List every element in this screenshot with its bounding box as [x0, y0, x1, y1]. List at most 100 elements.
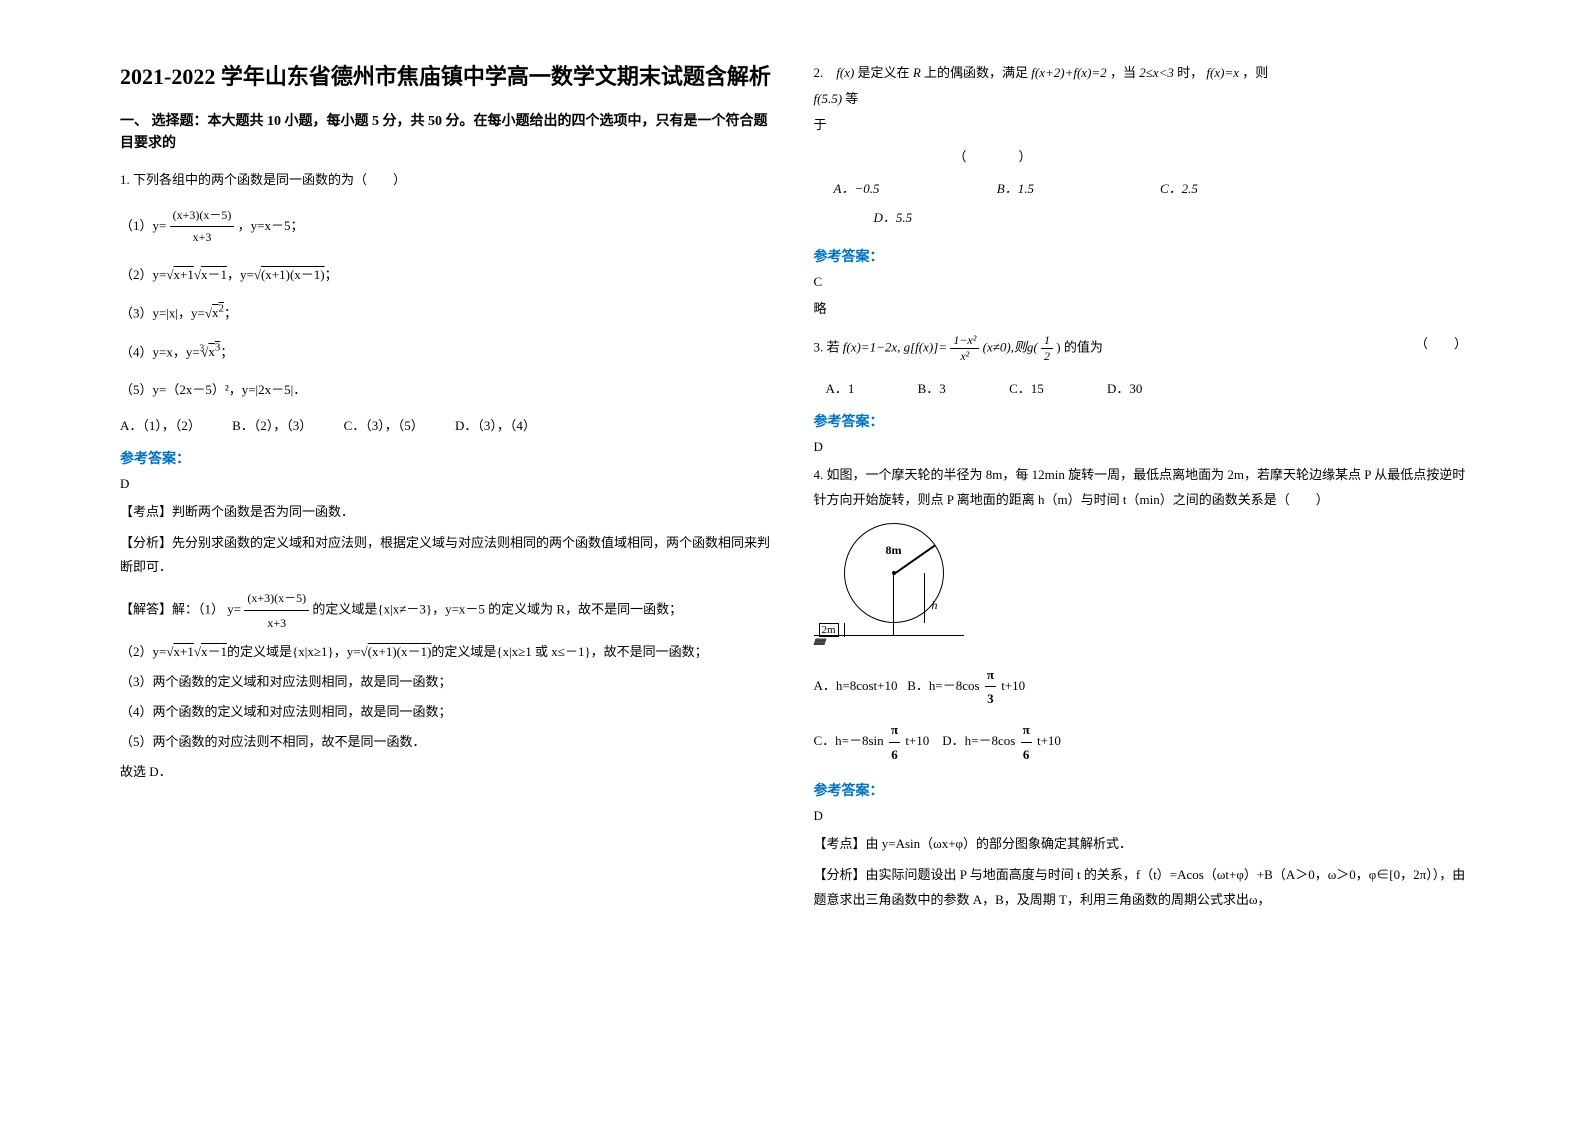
q3-den: x² — [950, 349, 979, 364]
q4-optB-suf: t+10 — [1001, 677, 1025, 692]
q1-stem: 1. 下列各组中的两个函数是同一函数的为（ ） — [120, 170, 774, 191]
q4-stem: 4. 如图，一个摩天轮的半径为 8m，每 12min 旋转一周，最低点离地面为 … — [814, 463, 1468, 512]
q2-fx: f(x) — [836, 65, 854, 80]
q4-optC-pre: C．h=－8sin — [814, 733, 884, 748]
q4-optB-pifrac: π 3 — [985, 663, 996, 711]
q4-optD-pre: D．h=－8cos — [942, 733, 1015, 748]
label-8m: 8m — [886, 543, 902, 558]
q2-k: f(5.5) — [814, 91, 843, 106]
q4-answer: D — [814, 808, 1468, 824]
section-header: 一、 选择题：本大题共 10 小题，每小题 5 分，共 50 分。在每小题给出的… — [120, 111, 774, 156]
j2-c: 的定义域是{x|x≥1 或 x≤－1}，故不是同一函数； — [431, 644, 707, 659]
q3-optD: D．30 — [1107, 381, 1142, 396]
q1-jieda-3: （3）两个函数的定义域和对应法则相同，故是同一函数； — [120, 669, 774, 695]
q4-optC-pifrac: π 6 — [889, 718, 900, 766]
frac-den-j1: x+3 — [244, 611, 309, 635]
q4-figure: 8m h 2m ////////////////////// — [814, 523, 964, 653]
q2-m: 于 — [814, 117, 827, 132]
q3-frac: 1−x² x² — [950, 333, 979, 364]
q1-part3: （3）y=|x|，y=√x2； — [120, 300, 774, 325]
q1-p1-prefix: （1）y= — [120, 218, 170, 233]
q4-optD-pifrac: π 6 — [1021, 718, 1032, 766]
q3-prefix: 3. 若 — [814, 340, 840, 355]
q2-b: 是定义在 — [858, 65, 910, 80]
q1-p2-end: ； — [325, 267, 338, 282]
frac-num: (x+3)(x－5) — [170, 205, 235, 228]
q2-optA: A．−0.5 — [834, 175, 994, 204]
jieda-1-prefix: y= — [227, 602, 241, 617]
q4-kaodian: 【考点】由 y=Asin（ωx+φ）的部分图象确定其解析式． — [814, 832, 1468, 857]
q2-optD: D．5.5 — [874, 204, 1034, 233]
q4-answer-label: 参考答案： — [814, 780, 1468, 800]
q1-p3-a: （3）y=|x|，y= — [120, 305, 205, 320]
q2-paren: （ ） — [954, 146, 1468, 165]
q1-part4: （4）y=x，y=3√x3； — [120, 339, 774, 364]
q1-jieda-5: （5）两个函数的对应法则不相同，故不是同一函数． — [120, 729, 774, 755]
j2-sq1a: x+1 — [173, 644, 193, 659]
q1-optD: D．（3），（4） — [455, 418, 536, 433]
label-h: h — [932, 598, 938, 613]
q3-stem: 3. 若 f(x)=1−2x, g[f(x)]= 1−x² x² (x≠0),则… — [814, 333, 1468, 364]
q4-optC-suf: t+10 — [905, 733, 929, 748]
q3-answer-label: 参考答案： — [814, 411, 1468, 431]
q2-options: A．−0.5 B．1.5 C．2.5 D．5.5 — [834, 175, 1468, 232]
sqrt-b: x－1 — [201, 267, 227, 282]
q2-optC: C．2.5 — [1160, 175, 1240, 204]
q3-optC: C．15 — [1009, 381, 1044, 396]
q1-jieda-1: 【解答】解：（1） y= (x+3)(x－5) x+3 的定义域是{x|x≠－3… — [120, 586, 774, 635]
q1-jieda-end: 故选 D． — [120, 759, 774, 785]
pi-num-c: π — [889, 718, 900, 742]
q1-optA: A．（1），（2） — [120, 418, 201, 433]
q4-optD-suf: t+10 — [1037, 733, 1061, 748]
q2-answer: C — [814, 274, 1468, 290]
q3-formula: f(x)=1−2x, g[f(x)]= — [843, 340, 947, 355]
ground-icon: ////////////////////// — [814, 635, 964, 645]
sqrt-c: (x+1)(x－1) — [261, 267, 325, 282]
q1-p1-suffix: ，y=x－5； — [238, 218, 304, 233]
q4-optA: A．h=8cost+10 — [814, 677, 898, 692]
q1-optB: B．（2），（3） — [232, 418, 312, 433]
ground-line-icon — [814, 635, 964, 637]
q2-answer-label: 参考答案： — [814, 246, 1468, 266]
q1-p4-end: ； — [220, 344, 233, 359]
exam-title: 2021-2022 学年山东省德州市焦庙镇中学高一数学文期末试题含解析 — [120, 60, 774, 93]
q4-options-row1: A．h=8cost+10 B．h=－8cos π 3 t+10 — [814, 663, 1468, 711]
q3-num: 1−x² — [950, 333, 979, 349]
jieda-1-suffix: 的定义域是{x|x≠－3}，y=x－5 的定义域为 R，故不是同一函数； — [312, 602, 682, 617]
q1-part1: （1）y= (x+3)(x－5) x+3 ，y=x－5； — [120, 205, 774, 249]
q1-p1-frac: (x+3)(x－5) x+3 — [170, 205, 235, 249]
q1-part5: （5）y=（2x－5）²，y=|2x－5|． — [120, 378, 774, 401]
q3-options: A．1 B．3 C．15 D．30 — [826, 378, 1468, 397]
sqrt-x2: x2 — [212, 305, 224, 320]
q2-g: 2≤x<3 — [1139, 65, 1174, 80]
q2-e: f(x+2)+f(x)=2 — [1031, 65, 1106, 80]
q1-p2-mid: ，y= — [227, 267, 254, 282]
frac-num-j1: (x+3)(x－5) — [244, 586, 309, 611]
q1-answer: D — [120, 476, 774, 492]
q2-lve: 略 — [814, 298, 1468, 317]
q1-options: A．（1），（2） B．（2），（3） C．（3），（5） D．（3），（4） — [120, 415, 774, 434]
wheel-vline-icon — [924, 573, 926, 623]
q3-optB: B．3 — [918, 381, 946, 396]
j2-a: （2） — [120, 644, 153, 659]
pi-den-c: 6 — [889, 743, 900, 766]
q3-half-num: 1 — [1041, 333, 1053, 349]
q2-f: ，当 — [1110, 65, 1136, 80]
j2-sq1b: x－1 — [201, 644, 227, 659]
q2-R: R — [913, 65, 921, 80]
jieda-label: 【解答】解：（1） — [120, 602, 224, 617]
sqrt-x3: x3 — [208, 344, 220, 359]
j2-b: 的定义域是{x|x≥1}， — [227, 644, 347, 659]
q2-optB: B．1.5 — [997, 175, 1157, 204]
q3-optA: A．1 — [826, 381, 855, 396]
q3-answer: D — [814, 439, 1468, 455]
q1-jieda-4: （4）两个函数的定义域和对应法则相同，故是同一函数； — [120, 699, 774, 725]
q1-jieda-2: （2）y=√x+1√x－1的定义域是{x|x≥1}，y=√(x+1)(x－1)的… — [120, 639, 774, 665]
q1-kaodian: 【考点】判断两个函数是否为同一函数． — [120, 500, 774, 525]
q1-p4-a: （4）y=x，y= — [120, 344, 200, 359]
q3-mid: (x≠0),则g( — [983, 340, 1038, 355]
left-column: 2021-2022 学年山东省德州市焦庙镇中学高一数学文期末试题含解析 一、 选… — [100, 60, 794, 1082]
q1-part2: （2）y=√x+1√x－1，y=√(x+1)(x－1)； — [120, 263, 774, 286]
ground-hatch: ////////////////////// — [814, 637, 825, 647]
q1-fenxi: 【分析】先分别求函数的定义域和对应法则，根据定义域与对应法则相同的两个函数值域相… — [120, 531, 774, 580]
